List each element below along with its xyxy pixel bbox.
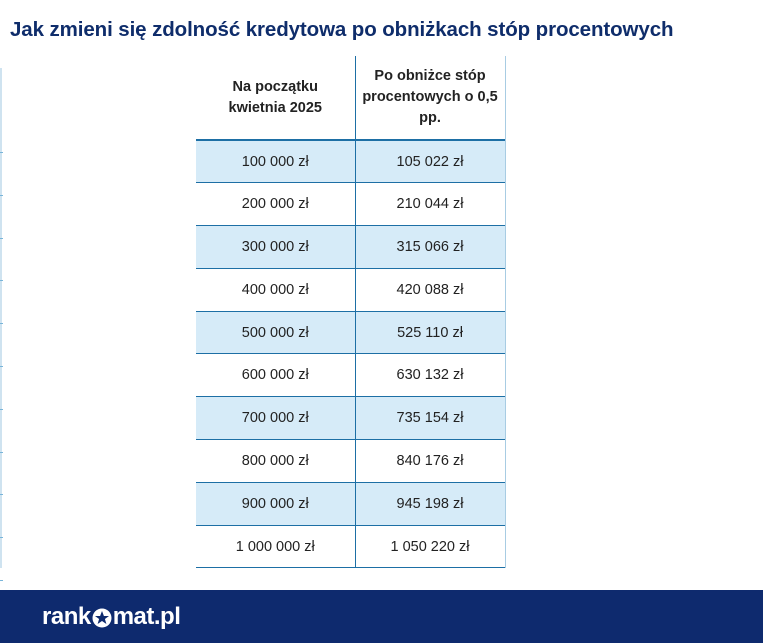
table-header-row: Na początku kwietnia 2025 Po obniżce stó… [196,56,506,141]
left-edge-tick [0,451,3,453]
table-row: 1 000 000 zł 1 050 220 zł [196,525,506,569]
cell-after-rate-cut: 1 050 220 zł [355,525,506,569]
cell-after-rate-cut: 420 088 zł [355,268,506,312]
left-edge-tick [0,537,3,539]
cell-after-rate-cut: 735 154 zł [355,396,506,441]
table-row: 900 000 zł 945 198 zł [196,482,506,526]
table-row: 300 000 zł 315 066 zł [196,225,506,269]
left-edge-tick [0,280,3,282]
cell-april-2025: 100 000 zł [196,140,356,184]
credit-capacity-table: Na początku kwietnia 2025 Po obniżce stó… [196,56,506,569]
cell-after-rate-cut: 105 022 zł [355,140,506,184]
table-row: 100 000 zł 105 022 zł [196,140,506,184]
cell-after-rate-cut: 315 066 zł [355,225,506,269]
table-row: 600 000 zł 630 132 zł [196,353,506,398]
logo-text-suffix: mat.pl [112,603,181,630]
left-edge-tick [0,408,3,410]
cell-after-rate-cut: 525 110 zł [355,311,506,355]
header-april-2025: Na początku kwietnia 2025 [196,56,356,141]
left-edge-tick [0,580,3,581]
star-icon [92,608,112,628]
left-edge-tick [0,366,3,367]
table-row: 400 000 zł 420 088 zł [196,268,506,312]
rankomat-logo[interactable]: rank mat.pl [42,603,181,631]
left-edge-decoration [0,68,3,581]
left-edge-tick [0,237,3,239]
cell-april-2025: 800 000 zł [196,439,356,483]
table-row: 200 000 zł 210 044 zł [196,182,506,227]
cell-after-rate-cut: 210 044 zł [355,182,506,227]
cell-april-2025: 900 000 zł [196,482,356,526]
cell-after-rate-cut: 945 198 zł [355,482,506,526]
cell-after-rate-cut: 840 176 zł [355,439,506,483]
left-edge-tick [0,152,3,153]
left-edge-tick [0,494,3,496]
table-row: 800 000 zł 840 176 zł [196,439,506,483]
page-title: Jak zmieni się zdolność kredytowa po obn… [10,18,674,41]
cell-april-2025: 400 000 zł [196,268,356,312]
table-row: 500 000 zł 525 110 zł [196,311,506,355]
cell-april-2025: 500 000 zł [196,311,356,355]
cell-after-rate-cut: 630 132 zł [355,353,506,398]
header-after-rate-cut: Po obniżce stóp procentowych o 0,5 pp. [355,56,506,141]
footer-bar: rank mat.pl [0,590,763,643]
left-edge-tick [0,323,3,325]
cell-april-2025: 300 000 zł [196,225,356,269]
logo-text-prefix: rank [42,603,91,630]
cell-april-2025: 700 000 zł [196,396,356,441]
cell-april-2025: 1 000 000 zł [196,525,356,569]
cell-april-2025: 600 000 zł [196,353,356,398]
cell-april-2025: 200 000 zł [196,182,356,227]
table-right-edge [505,56,506,568]
left-edge-tick [0,194,3,196]
table-row: 700 000 zł 735 154 zł [196,396,506,441]
